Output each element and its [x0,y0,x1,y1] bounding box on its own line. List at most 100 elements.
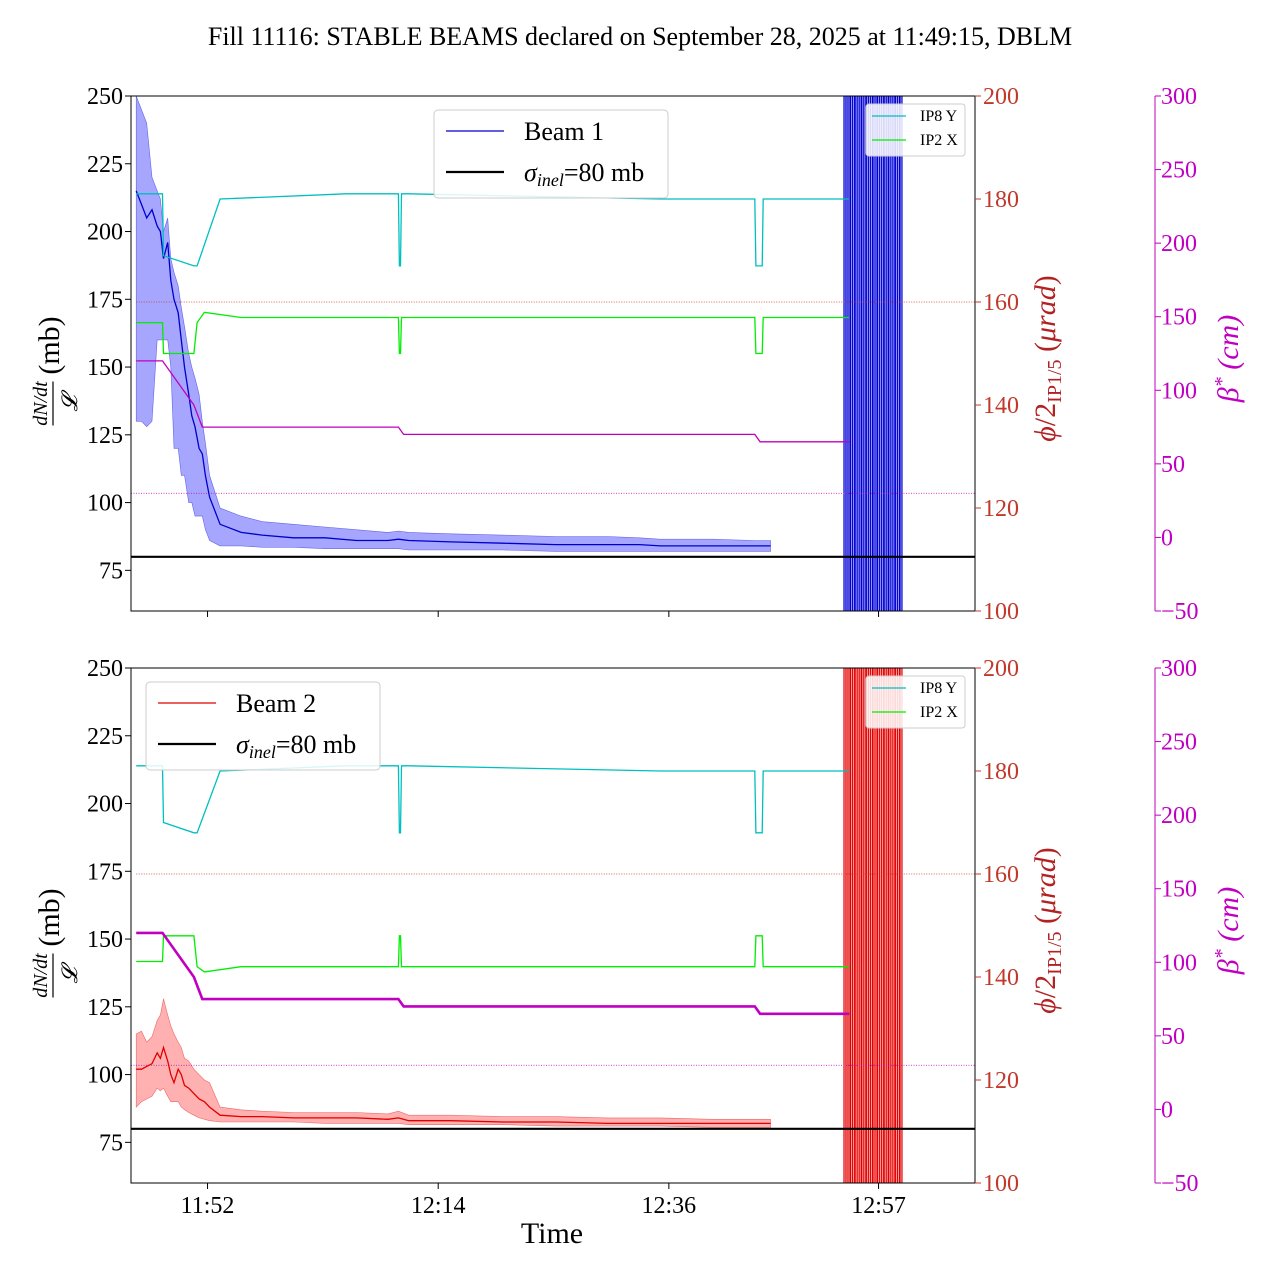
legend-beam-label: Beam 2 [236,689,316,718]
series-line-ip8y [136,765,850,834]
phi-label-text: ϕ/2IP1/5 (μrad) [1029,275,1066,441]
y-tick-label: 75 [99,1130,123,1156]
phi-tick-label: 200 [983,656,1019,682]
series-line-ip2x [136,935,850,973]
beta-axis-label: β* (cm) [1211,315,1245,403]
ylabel-unit: (mb) [33,316,66,374]
beta-tick-label: 300 [1161,84,1197,110]
y-tick-label: 100 [87,1063,123,1089]
x-tick-label: 12:36 [642,1193,697,1219]
x-tick-label: 12:57 [851,1193,906,1219]
y-tick-label: 175 [87,859,123,885]
y-tick-label: 150 [87,355,123,381]
legend-small-box [865,675,966,729]
uncertainty-band [135,998,771,1128]
phi-tick-label: 120 [983,1068,1019,1094]
beta-tick-label: 250 [1161,730,1197,756]
series-line-ip8y [136,193,850,267]
legend-sigma-label: σinel=80 mb [524,158,644,190]
y-tick-label: 75 [99,558,123,584]
legend-box [433,109,669,199]
beta-tick-label: 50 [1161,1024,1185,1050]
phi-tick-label: 100 [983,599,1019,625]
beta-label-text: β* (cm) [1211,315,1245,403]
phi-tick-label: 180 [983,187,1019,213]
phi-tick-label: 140 [983,965,1019,991]
series-line-beam1 [135,190,771,547]
series-line- [136,360,850,443]
plot-area [131,96,975,611]
y-tick-label: 250 [87,84,123,110]
beta-tick-label: 250 [1161,158,1197,184]
beta-tick-label: 150 [1161,305,1197,331]
beta-tick-label: 200 [1161,803,1197,829]
legend-beam-label: Beam 1 [524,117,604,146]
main-axis-label: dN/dt 𝓛 (mb) [30,888,82,997]
legend-ip8y-label: IP8 Y [920,108,958,125]
y-tick-label: 225 [87,724,123,750]
chart-title: Fill 11116: STABLE BEAMS declared on Sep… [208,22,1072,51]
x-tick-label: 11:52 [181,1193,235,1219]
y-tick-label: 150 [87,927,123,953]
x-tick-label: 12:14 [411,1193,466,1219]
legend-ip8y-label: IP8 Y [920,680,958,697]
phi-label-text: ϕ/2IP1/5 (μrad) [1029,847,1066,1013]
legend-main: Beam 2 σinel=80 mb [145,681,381,771]
y-tick-label: 125 [87,423,123,449]
phi-tick-label: 160 [983,290,1019,316]
series-line-beam2 [136,1045,771,1125]
ylabel-denominator: 𝓛 [57,962,82,984]
phi-tick-label: 180 [983,759,1019,785]
panel-bottom: 75 100 125 150 175 200 225 250 100 120 140 160 180 20… [30,656,1245,1250]
y-tick-label: 250 [87,656,123,682]
phi-axis-label: ϕ/2IP1/5 (μrad) [1029,275,1066,441]
y-tick-label: 200 [87,792,123,818]
series-line-ip2x [136,311,850,355]
y-tick-label: 200 [87,220,123,246]
plot-frame [130,95,976,612]
beta-tick-label: −50 [1161,1171,1199,1197]
series-line- [136,931,850,1016]
phi-tick-label: 120 [983,496,1019,522]
legend-small-box [865,103,966,157]
ylabel-numerator: dN/dt [30,381,52,426]
legend-sigma-label: σinel=80 mb [236,730,356,762]
phi-tick-label: 200 [983,84,1019,110]
beta-tick-label: 150 [1161,877,1197,903]
plot-frame [130,667,976,1184]
beta-tick-label: 50 [1161,452,1185,478]
x-axis-label: Time [521,1217,583,1250]
y-tick-label: 125 [87,995,123,1021]
legend-small: IP8 Y IP2 X [865,103,966,157]
beta-tick-label: 0 [1161,525,1173,551]
legend-ip2x-label: IP2 X [920,704,958,721]
plot-area [131,668,975,1183]
beta-tick-label: 100 [1161,378,1197,404]
phi-tick-label: 160 [983,862,1019,888]
uncertainty-band [135,96,771,552]
beta-tick-label: −50 [1161,599,1199,625]
beta-label-text: β* (cm) [1211,887,1245,975]
panel-top: 75 100 125 150 175 200 225 250 100 120 140 160 180 20… [30,84,1245,625]
y-tick-label: 175 [87,287,123,313]
beta-tick-label: 0 [1161,1097,1173,1123]
legend-main: Beam 1 σinel=80 mb [433,109,669,199]
main-axis-label: dN/dt 𝓛 (mb) [30,316,82,425]
y-tick-label: 225 [87,152,123,178]
beta-tick-label: 200 [1161,231,1197,257]
legend-small: IP8 Y IP2 X [865,675,966,729]
legend-ip2x-label: IP2 X [920,132,958,149]
beta-tick-label: 100 [1161,950,1197,976]
phi-tick-label: 100 [983,1171,1019,1197]
y-tick-label: 100 [87,491,123,517]
phi-tick-label: 140 [983,393,1019,419]
beta-axis-label: β* (cm) [1211,887,1245,975]
phi-axis-label: ϕ/2IP1/5 (μrad) [1029,847,1066,1013]
ylabel-unit: (mb) [33,888,66,946]
beta-tick-label: 300 [1161,656,1197,682]
ylabel-denominator: 𝓛 [57,390,82,412]
ylabel-numerator: dN/dt [30,953,52,998]
legend-box [145,681,381,771]
